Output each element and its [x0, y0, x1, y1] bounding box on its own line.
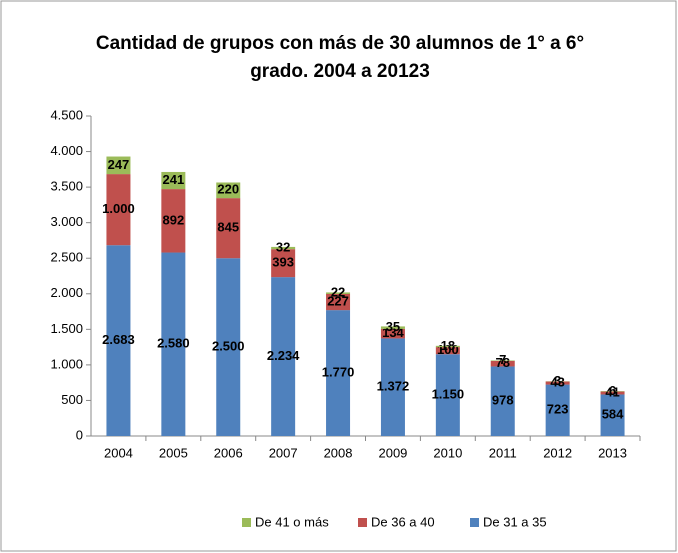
y-tick-label: 3.500 [50, 179, 83, 194]
bar-segment [106, 245, 131, 436]
value-label: 22 [331, 285, 345, 300]
legend-swatch [358, 518, 367, 527]
bar-segment [435, 347, 460, 355]
legend-swatch [470, 518, 479, 527]
x-tick-label: 2005 [159, 445, 188, 460]
bar-segment [106, 174, 131, 246]
value-label: 393 [272, 255, 294, 270]
value-label: 1.150 [432, 387, 465, 402]
legend-label: De 36 a 40 [371, 514, 435, 529]
value-label: 1.372 [377, 379, 410, 394]
bar-segment [216, 182, 241, 199]
bar-segment [326, 310, 351, 436]
y-tick-label: 1.000 [50, 356, 83, 371]
y-tick-label: 1.500 [50, 321, 83, 336]
x-tick-label: 2007 [269, 445, 298, 460]
value-label: 3 [554, 373, 561, 388]
legend-swatch [242, 518, 251, 527]
bar-segment [271, 277, 296, 436]
y-tick-label: 4.000 [50, 143, 83, 158]
bar-segment [380, 338, 405, 436]
bar-segment [545, 381, 570, 385]
value-label: 2.500 [212, 339, 245, 354]
x-tick-label: 2004 [104, 445, 133, 460]
value-label: 241 [162, 172, 184, 187]
x-tick-label: 2010 [433, 445, 462, 460]
value-label: 41 [605, 384, 619, 399]
value-label: 227 [327, 293, 349, 308]
chart-title: Cantidad de grupos con más de 30 alumnos… [95, 33, 585, 82]
legend-label: De 31 a 35 [483, 514, 547, 529]
x-tick-label: 2013 [598, 445, 627, 460]
value-label: 6 [609, 383, 616, 398]
bar-segment [161, 252, 186, 436]
bar-segment [271, 246, 296, 250]
legend-label: De 41 o más [255, 514, 329, 529]
y-tick-label: 500 [61, 392, 83, 407]
value-label: 845 [217, 220, 239, 235]
bar-segment [380, 326, 405, 329]
value-label: 220 [217, 182, 239, 197]
y-tick-label: 4.500 [50, 107, 83, 122]
bar-segment [435, 354, 460, 436]
bar-segment [490, 366, 515, 436]
x-tick-label: 2011 [489, 445, 517, 460]
value-label: 2.234 [267, 348, 300, 363]
bar-segment [106, 156, 131, 175]
value-label: 2.683 [102, 332, 135, 347]
value-label: 18 [441, 338, 455, 353]
x-tick-label: 2008 [324, 445, 353, 460]
x-tick-label: 2006 [214, 445, 243, 460]
value-label: 247 [108, 157, 130, 172]
value-label: 35 [386, 319, 400, 334]
value-label: 892 [162, 212, 184, 227]
bar-segment [161, 171, 186, 190]
bar-segment [216, 258, 241, 436]
value-label: 978 [492, 393, 514, 408]
bar-segment [216, 198, 241, 259]
x-tick-label: 2009 [378, 445, 407, 460]
y-tick-label: 3.000 [50, 214, 83, 229]
value-label: 584 [602, 407, 624, 422]
bar-segment [326, 292, 351, 294]
bar-segment [271, 249, 296, 278]
y-tick-label: 0 [76, 427, 83, 442]
bar-segment [161, 189, 186, 253]
value-label: 1.000 [102, 201, 135, 216]
y-tick-label: 2.500 [50, 250, 83, 265]
value-label: 7 [499, 352, 506, 367]
value-label: 43 [550, 374, 564, 389]
bar-segment [326, 293, 351, 311]
bar-segment [600, 394, 625, 436]
x-tick-label: 2012 [543, 445, 572, 460]
value-label: 32 [276, 239, 290, 254]
value-label: 2.580 [157, 336, 190, 351]
bar-segment [545, 384, 570, 436]
y-tick-label: 2.000 [50, 285, 83, 300]
value-label: 78 [496, 355, 510, 370]
bar-segment [490, 360, 515, 367]
value-label: 723 [547, 402, 569, 417]
bar-segment [435, 345, 460, 348]
bar-segment [600, 391, 625, 395]
bar-segment [380, 328, 405, 339]
value-label: 1.770 [322, 365, 355, 380]
